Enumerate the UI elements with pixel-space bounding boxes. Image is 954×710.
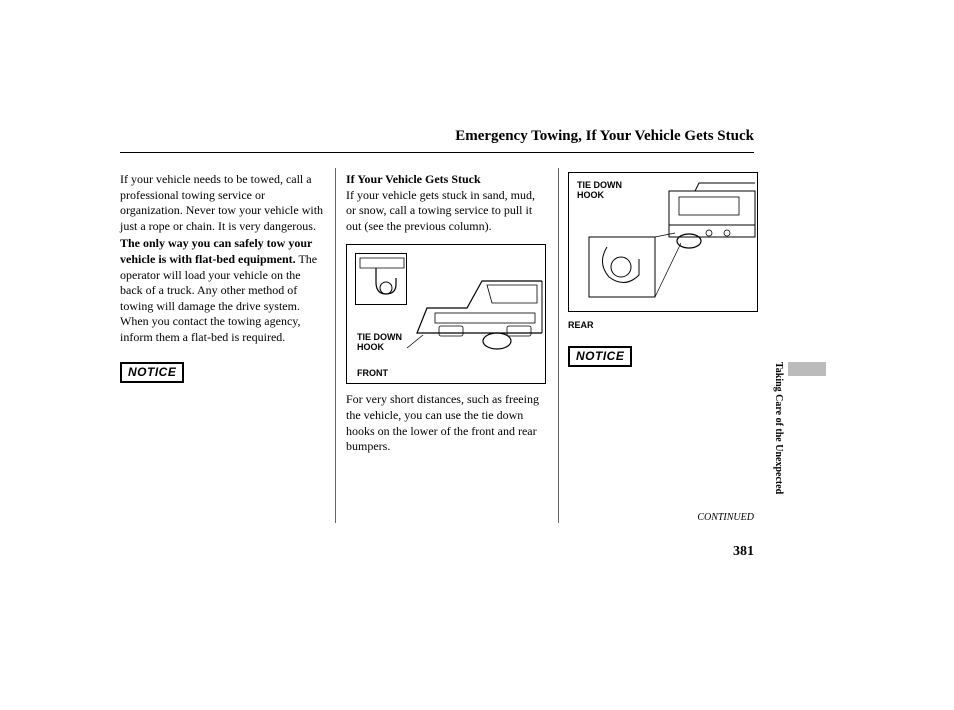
page-number: 381 xyxy=(733,544,754,560)
figure-rear: TIE DOWN HOOK xyxy=(568,172,758,312)
col1-bold-text: The only way you can safely tow your veh… xyxy=(120,236,312,266)
page-title: Emergency Towing, If Your Vehicle Gets S… xyxy=(120,128,754,145)
col2-heading-block: If Your Vehicle Gets Stuck If your vehic… xyxy=(346,172,546,234)
figure-front-caption: FRONT xyxy=(357,368,388,380)
column-divider-1 xyxy=(335,168,336,523)
continued-label: CONTINUED xyxy=(697,512,754,523)
col2-paragraph-1: If your vehicle gets stuck in sand, mud,… xyxy=(346,188,535,233)
figure-front-label: TIE DOWN HOOK xyxy=(357,333,402,353)
vehicle-rear-icon xyxy=(569,173,757,313)
title-rule xyxy=(120,152,754,153)
column-2: If Your Vehicle Gets Stuck If your vehic… xyxy=(346,172,546,457)
col2-heading: If Your Vehicle Gets Stuck xyxy=(346,172,481,186)
column-1: If your vehicle needs to be towed, call … xyxy=(120,172,325,383)
notice-box-2: NOTICE xyxy=(568,346,632,368)
section-tab-label: Taking Care of the Unexpected xyxy=(773,362,784,494)
col1-paragraph-1: If your vehicle needs to be towed, call … xyxy=(120,172,325,234)
figure-front: TIE DOWN HOOK FRONT xyxy=(346,244,546,384)
figure-rear-caption: REAR xyxy=(568,320,758,332)
col2-paragraph-2: For very short distances, such as freein… xyxy=(346,392,546,454)
column-divider-2 xyxy=(558,168,559,523)
notice-box-1: NOTICE xyxy=(120,362,184,384)
vehicle-front-icon xyxy=(387,263,547,373)
column-3: TIE DOWN HOOK REAR NOTICE xyxy=(568,172,758,367)
col1-paragraph-2: The only way you can safely tow your veh… xyxy=(120,236,325,345)
section-tab-marker xyxy=(788,362,826,376)
